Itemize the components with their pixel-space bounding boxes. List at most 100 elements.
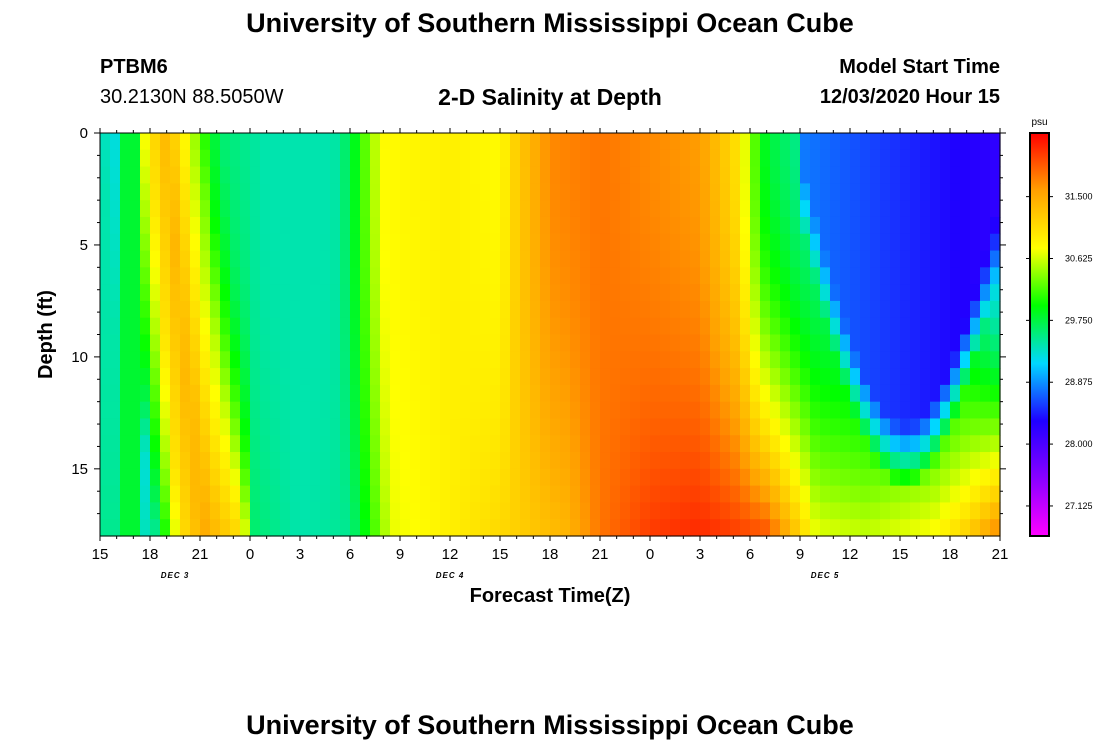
heatmap-cell [520,418,531,436]
heatmap-cell [400,519,411,537]
heatmap-cell [110,317,121,336]
heatmap-cell [520,334,531,352]
heatmap-cell [270,401,281,420]
heatmap-cell [360,485,371,504]
y-tick-label: 0 [80,125,88,142]
heatmap-cell [490,317,501,336]
heatmap-cell [610,317,621,336]
heatmap-cell [930,166,941,184]
heatmap-cell [760,452,771,470]
heatmap-cell [350,502,361,520]
heatmap-cell [500,250,511,268]
heatmap-cell [390,368,401,386]
heatmap-cell [700,351,711,369]
heatmap-cell [910,435,921,453]
heatmap-cell [860,267,871,285]
heatmap-cell [740,418,751,436]
heatmap [100,133,1001,537]
heatmap-cell [610,233,621,252]
heatmap-cell [910,317,921,336]
heatmap-cell [920,200,931,218]
heatmap-cell [500,300,511,319]
heatmap-cell [980,452,991,470]
heatmap-cell [380,418,391,436]
heatmap-cell [650,133,661,151]
heatmap-cell [360,233,371,252]
heatmap-cell [180,384,191,403]
heatmap-cell [130,166,141,184]
heatmap-cell [890,317,901,336]
heatmap-cell [190,334,201,352]
heatmap-cell [110,133,121,151]
heatmap-cell [720,401,731,420]
heatmap-cell [650,166,661,184]
heatmap-cell [120,233,131,252]
heatmap-cell [710,435,721,453]
heatmap-cell [350,418,361,436]
heatmap-cell [510,133,521,151]
heatmap-cell [390,418,401,436]
heatmap-cell [810,485,821,504]
heatmap-cell [670,149,681,168]
heatmap-cell [180,149,191,168]
heatmap-cell [950,183,961,201]
heatmap-cell [880,384,891,403]
heatmap-cell [100,183,111,201]
heatmap-cell [680,401,691,420]
heatmap-cell [720,351,731,369]
heatmap-cell [650,435,661,453]
heatmap-cell [810,418,821,436]
heatmap-cell [320,200,331,218]
heatmap-cell [640,468,651,487]
heatmap-cell [900,351,911,369]
heatmap-cell [800,267,811,285]
heatmap-cell [590,317,601,336]
heatmap-cell [120,250,131,268]
heatmap-cell [870,149,881,168]
heatmap-cell [830,502,841,520]
heatmap-cell [470,216,481,235]
heatmap-cell [870,418,881,436]
heatmap-cell [930,250,941,268]
heatmap-cell [850,502,861,520]
heatmap-cell [740,250,751,268]
heatmap-cell [300,183,311,201]
heatmap-cell [520,300,531,319]
heatmap-cell [170,166,181,184]
colorbar-label: 29.750 [1065,315,1093,325]
heatmap-cell [530,317,541,336]
heatmap-cell [790,468,801,487]
heatmap-cell [430,452,441,470]
heatmap-cell [490,267,501,285]
heatmap-cell [470,502,481,520]
heatmap-cell [480,317,491,336]
heatmap-cell [180,351,191,369]
heatmap-cell [740,435,751,453]
heatmap-cell [820,300,831,319]
heatmap-cell [130,351,141,369]
heatmap-cell [780,485,791,504]
heatmap-cell [340,133,351,151]
heatmap-cell [900,519,911,537]
heatmap-cell [920,284,931,302]
heatmap-cell [220,149,231,168]
heatmap-cell [380,502,391,520]
heatmap-cell [330,149,341,168]
heatmap-cell [190,133,201,151]
heatmap-cell [860,166,871,184]
heatmap-cell [350,317,361,336]
heatmap-cell [600,284,611,302]
heatmap-cell [150,485,161,504]
heatmap-cell [830,166,841,184]
heatmap-cell [210,216,221,235]
heatmap-cell [630,401,641,420]
heatmap-cell [730,250,741,268]
heatmap-cell [500,200,511,218]
heatmap-cell [140,284,151,302]
heatmap-cell [910,351,921,369]
heatmap-cell [340,183,351,201]
heatmap-cell [590,418,601,436]
heatmap-cell [980,166,991,184]
heatmap-cell [840,133,851,151]
heatmap-cell [970,183,981,201]
